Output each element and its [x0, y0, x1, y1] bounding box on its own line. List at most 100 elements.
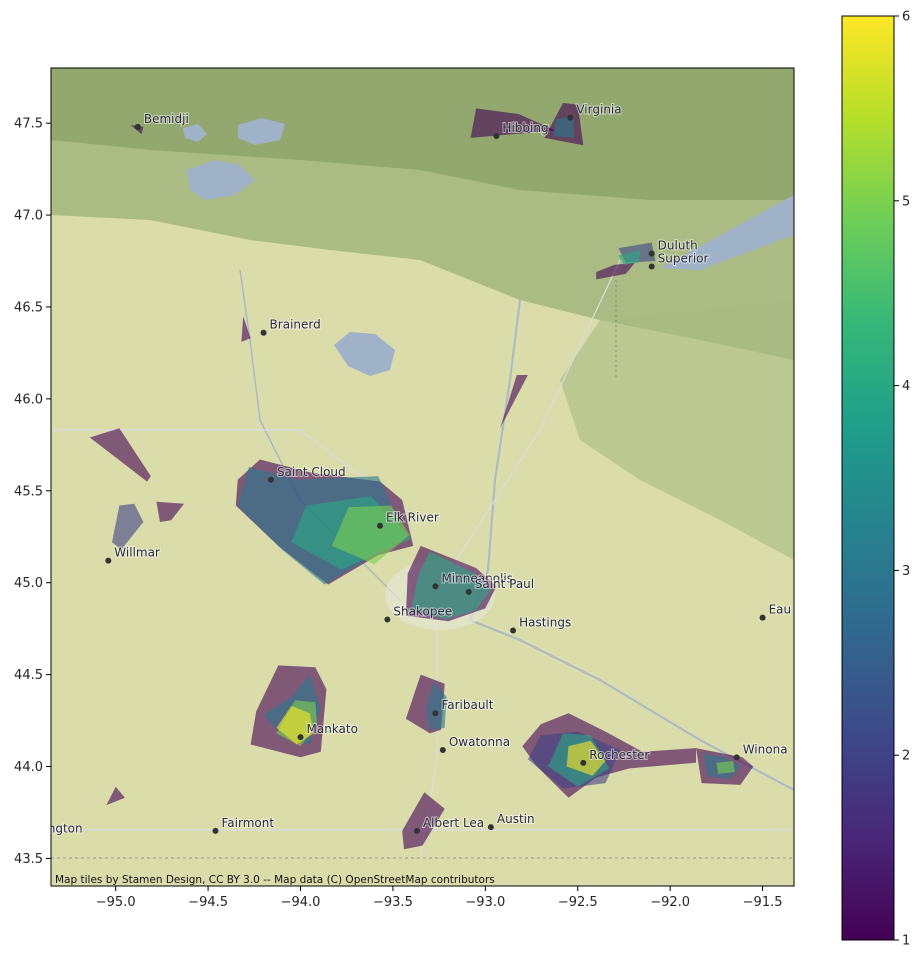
y-axis: 47.5 47.0 46.5 46.0 45.5 45.0 44.5 44.0 43.5 [14, 117, 51, 867]
place-label: Hibbing [502, 121, 548, 135]
place-label: Duluth [658, 239, 698, 253]
colorbar [841, 15, 895, 941]
place-label: Albert Lea [423, 816, 484, 830]
colorbar-tick-label: 2 [902, 749, 910, 764]
lake [187, 160, 255, 200]
colorbar-tick-label: 5 [902, 194, 910, 209]
x-tick-label: −92.5 [558, 895, 598, 910]
place-marker [465, 588, 472, 595]
place-marker [567, 114, 574, 121]
place-marker [376, 522, 383, 529]
place-label: Mankato [307, 722, 358, 736]
region-polygon [553, 115, 575, 138]
place-label: Willmar [114, 546, 160, 560]
place-label: Saint Cloud [277, 465, 346, 479]
place-marker [267, 476, 274, 483]
lake-superior [660, 195, 794, 270]
region-polygon [331, 505, 410, 565]
colorbar-tick-label: 3 [902, 564, 910, 579]
y-tick-label: 46.0 [14, 392, 43, 407]
colorbar-tick-label: 1 [902, 934, 910, 949]
y-tick-label: 45.5 [14, 484, 43, 499]
place-marker [105, 557, 112, 564]
colorbar-tick-label: 4 [902, 379, 910, 394]
place-label: Superior [658, 252, 709, 266]
region-polygon [500, 375, 528, 429]
forest-area-east [560, 300, 794, 560]
attribution-text: Map tiles by Stamen Design, CC BY 3.0 --… [55, 874, 495, 886]
x-tick-label: −94.0 [281, 895, 321, 910]
forest-area-dense [51, 68, 794, 200]
y-tick-label: 43.5 [14, 852, 43, 867]
x-tick-label: −91.5 [743, 895, 783, 910]
region-polygon [411, 551, 491, 620]
place-label: Fairmont [221, 816, 274, 830]
region-polygon [596, 262, 635, 280]
place-label: ngton [48, 821, 83, 835]
place-label: Saint Paul [475, 577, 534, 591]
place-marker [648, 263, 655, 270]
region-polygon [426, 682, 447, 730]
place-label: Brainerd [270, 318, 321, 332]
region-polygon [112, 503, 144, 550]
place-marker [413, 827, 420, 834]
place-marker [487, 824, 494, 831]
lake [238, 118, 285, 145]
regions-layer [89, 102, 754, 850]
y-tick-label: 45.0 [14, 576, 43, 591]
region-polygon [470, 108, 556, 138]
place-marker [580, 759, 587, 766]
road [436, 259, 621, 591]
region-polygon [618, 250, 641, 265]
region-polygon [276, 705, 314, 745]
x-tick-label: −92.0 [650, 895, 690, 910]
region-polygon [156, 501, 185, 522]
place-marker [384, 616, 391, 623]
y-tick-label: 47.0 [14, 209, 43, 224]
x-tick-label: −95.0 [96, 895, 136, 910]
place-label: Minneapolis [441, 571, 513, 585]
region-polygon [106, 786, 125, 806]
place-marker [212, 827, 219, 834]
map-axes-frame [50, 67, 795, 887]
place-marker [733, 754, 740, 761]
place-marker [432, 583, 439, 590]
y-tick-label: 44.5 [14, 668, 43, 683]
colorbar-tick-label: 6 [902, 10, 910, 25]
place-label: Hastings [519, 615, 571, 629]
place-marker [260, 329, 267, 336]
x-axis: −95.0 −94.5 −94.0 −93.5 −93.0 −92.5 −92.0 −91.5 [96, 886, 783, 910]
place-label: Winona [743, 742, 788, 756]
place-marker [759, 614, 766, 621]
mille-lacs-lake [334, 332, 395, 376]
place-label: Bemidji [144, 112, 189, 126]
place-marker [510, 627, 517, 634]
place-marker [493, 133, 500, 140]
y-tick-label: 46.5 [14, 300, 43, 315]
colorbar-axis: 1 2 3 4 5 6 [894, 10, 910, 949]
place-label: Shakopee [393, 604, 452, 618]
place-marker [134, 123, 141, 130]
place-marker [39, 833, 45, 839]
place-marker [297, 734, 304, 741]
place-marker [432, 710, 439, 717]
x-tick-label: −93.5 [373, 895, 413, 910]
river [239, 269, 401, 601]
place-label: Eau [769, 603, 792, 617]
place-label: Owatonna [449, 735, 510, 749]
place-label: Elk River [386, 511, 439, 525]
place-label: Rochester [589, 748, 649, 762]
lake [183, 124, 207, 142]
region-polygon [716, 761, 735, 774]
region-polygon [566, 740, 606, 776]
region-polygon [402, 792, 445, 850]
region-polygon [241, 316, 251, 342]
place-marker [439, 746, 446, 753]
x-tick-label: −93.0 [465, 895, 505, 910]
place-label: Virginia [576, 103, 621, 117]
x-tick-label: −94.5 [188, 895, 228, 910]
place-label: Faribault [441, 698, 493, 712]
y-tick-label: 47.5 [14, 117, 43, 132]
